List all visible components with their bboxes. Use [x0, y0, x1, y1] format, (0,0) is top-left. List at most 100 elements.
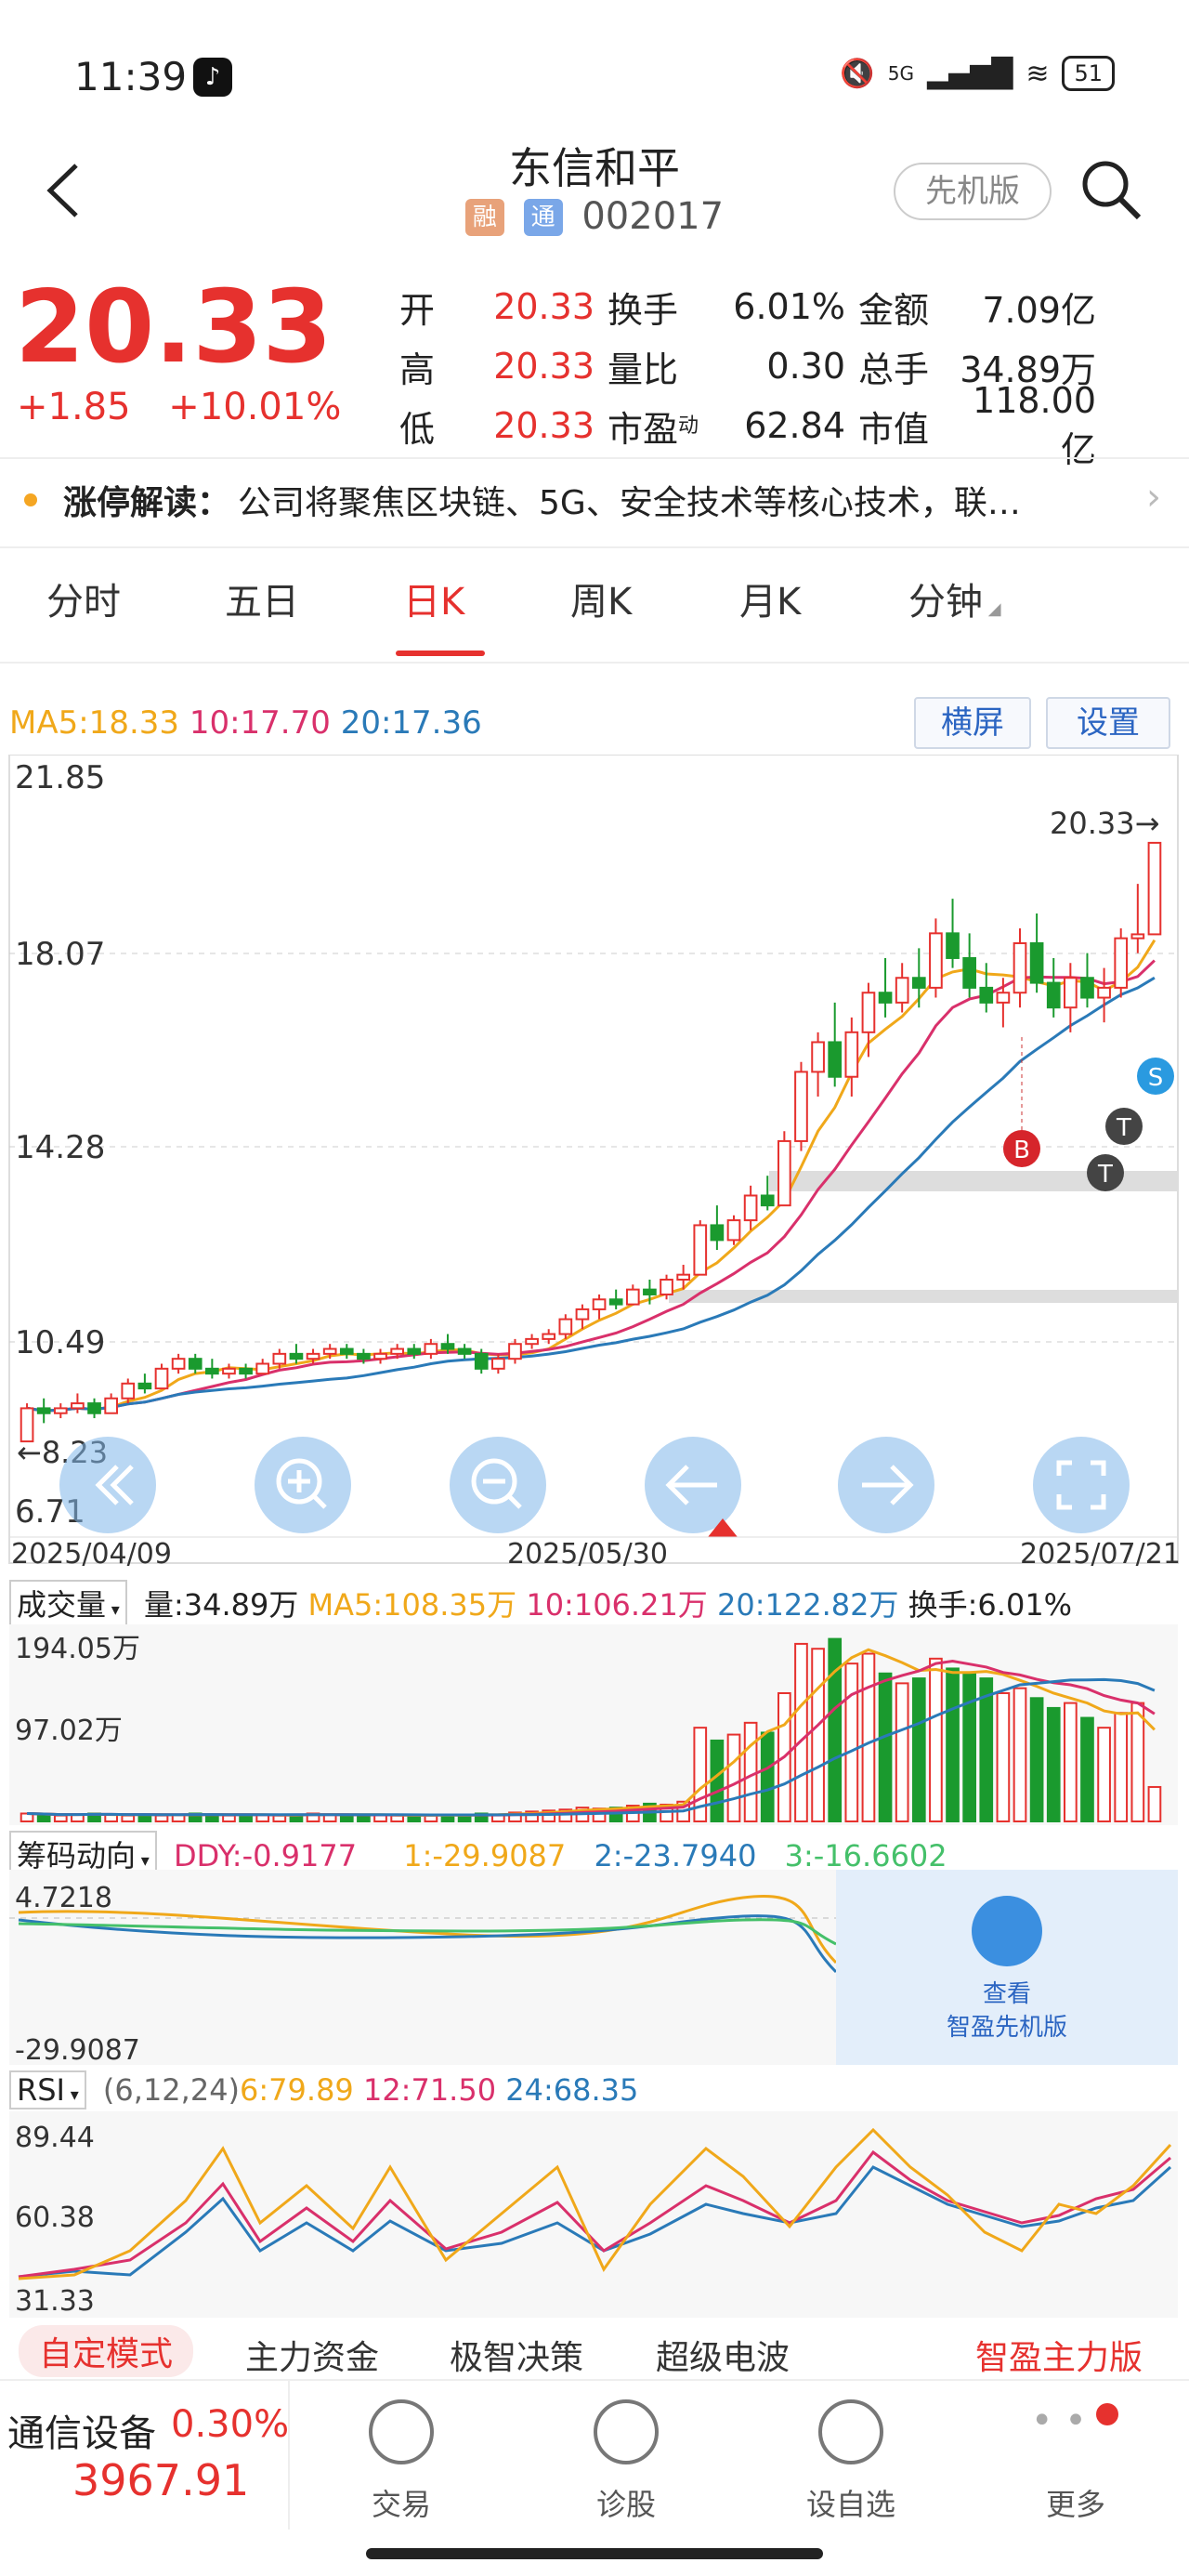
volume-bar: [760, 1731, 775, 1822]
tab-weekly-k[interactable]: 周K: [570, 581, 633, 624]
caret-icon: ◢: [983, 599, 1001, 619]
sell-signal-icon[interactable]: [1137, 1058, 1174, 1095]
tab-daily-k[interactable]: 日K: [403, 581, 465, 624]
tab-super-wave[interactable]: 超级电波: [656, 2339, 790, 2377]
pioneer-version-button[interactable]: 先机版: [894, 163, 1052, 220]
volume-bar: [929, 1657, 943, 1822]
candle: [289, 1352, 304, 1360]
limit-up-news[interactable]: 涨停解读： 公司将聚焦区块链、5G、安全技术等核心技术，联…: [24, 476, 1021, 524]
volume-bar: [861, 1652, 876, 1822]
dot-icon: [24, 493, 37, 506]
candle: [407, 1347, 422, 1355]
last-price-marker: 20.33→: [1050, 806, 1159, 841]
quote-label: 换手: [608, 289, 679, 331]
support-band: [769, 1171, 1178, 1191]
rsi-title: RSI: [17, 2072, 65, 2108]
volume-bar: [726, 1733, 741, 1822]
zoom-in-icon[interactable]: [255, 1437, 351, 1533]
candle: [1130, 933, 1145, 940]
arrow-right-icon: [890, 1465, 914, 1505]
volume-bar: [357, 1814, 371, 1823]
panel-line-1: 查看: [982, 1980, 1031, 2008]
tab-monthly-k[interactable]: 月K: [739, 581, 802, 624]
last-price-text: 20.33: [1050, 806, 1135, 841]
cursor-marker: [708, 1518, 738, 1537]
chart-controls: [59, 1437, 1130, 1533]
tab-intraday[interactable]: 分时: [46, 581, 121, 624]
candle: [861, 992, 876, 1033]
status-icons: 🔇 5G ▂▄▆█ ≋ 51: [840, 56, 1115, 91]
y-tick-label: 31.33: [15, 2285, 95, 2318]
magnifier-handle: [507, 1494, 522, 1509]
volume-bar: [508, 1811, 522, 1822]
nav-label: 设自选: [805, 2487, 895, 2522]
tab-smart-decision[interactable]: 极智决策: [450, 2339, 584, 2377]
mute-icon: 🔇: [840, 57, 875, 90]
quote-value: 7.09亿: [982, 289, 1096, 331]
candle: [643, 1288, 657, 1295]
search-icon[interactable]: [1078, 156, 1144, 223]
landscape-button[interactable]: 横屏: [914, 697, 1031, 749]
quote-label: 金额: [858, 289, 930, 331]
volume-bar: [1130, 1702, 1145, 1822]
tab-zhiying-main[interactable]: 智盈主力版: [975, 2339, 1143, 2377]
volume-bar: [844, 1663, 859, 1823]
buy-signal-icon[interactable]: [1003, 1130, 1040, 1167]
settings-button[interactable]: 设置: [1046, 697, 1170, 749]
home-indicator[interactable]: [366, 2548, 823, 2559]
volume-bar: [946, 1667, 960, 1823]
nav-watchlist[interactable]: 设自选: [777, 2399, 925, 2524]
y-tick-label: 10.49: [15, 1324, 105, 1361]
tab-minute[interactable]: 分钟 ◢: [908, 572, 1001, 625]
y-tick-label: 89.44: [15, 2122, 95, 2154]
signal-label: T: [1116, 1114, 1131, 1142]
tab-main-funds[interactable]: 主力资金: [245, 2339, 380, 2377]
x-tick-label: 2025/05/30: [507, 1538, 668, 1571]
sector-quote[interactable]: 通信设备 0.30% 3967.91: [0, 2381, 290, 2530]
chart-up-icon: [972, 1896, 1042, 1966]
candle: [154, 1367, 169, 1390]
t-signal-icon[interactable]: [1105, 1108, 1143, 1145]
chip-selector[interactable]: 筹码动向 ▾: [9, 1831, 157, 1877]
quote-value: 20.33: [493, 405, 594, 446]
rsi-selector[interactable]: RSI ▾: [9, 2070, 86, 2109]
network-label: 5G: [887, 62, 915, 85]
nav-diagnose[interactable]: 诊股: [552, 2399, 700, 2524]
volume-bar: [828, 1637, 843, 1823]
tab-custom-mode[interactable]: 自定模式: [19, 2325, 194, 2377]
zhiying-pioneer-panel[interactable]: 查看 智盈先机版: [836, 1870, 1178, 2065]
candle: [137, 1382, 152, 1390]
divider: [0, 662, 1189, 664]
quote-value: 62.84: [744, 405, 845, 446]
news-text: 公司将聚焦区块链、5G、安全技术等核心技术，联…: [238, 484, 1021, 522]
candle: [625, 1288, 640, 1306]
vol-value: 量:34.89万: [143, 1587, 299, 1623]
expand-icon: [1091, 1460, 1106, 1476]
quote-value: 34.89万: [960, 348, 1096, 390]
quote-value: 20.33: [493, 286, 594, 327]
x-tick-label: 2025/07/21: [1020, 1538, 1181, 1571]
nav-label: 更多: [1045, 2487, 1105, 2522]
chevron-right-icon[interactable]: ›: [1146, 476, 1161, 519]
nav-more[interactable]: • • • 更多: [1001, 2399, 1150, 2524]
back-icon[interactable]: [37, 158, 93, 223]
tab-five-day[interactable]: 五日: [225, 581, 299, 624]
volume-bar: [794, 1642, 808, 1823]
kline-chart[interactable]: 21.85 18.07 14.28 10.49 6.71 20.33→ ←8.2…: [0, 755, 1189, 1572]
candle: [508, 1343, 522, 1360]
candle: [1114, 937, 1129, 989]
zoom-out-icon[interactable]: [450, 1437, 546, 1533]
fullscreen-icon[interactable]: [1033, 1437, 1130, 1533]
t-signal-icon[interactable]: [1087, 1154, 1124, 1191]
rsi-24-line: [18, 2165, 1172, 2279]
expand-icon: [1091, 1494, 1106, 1510]
y-tick-label: 194.05万: [15, 1633, 140, 1665]
candle: [36, 1407, 51, 1414]
signal-label: S: [1148, 1064, 1164, 1092]
candle: [373, 1352, 387, 1360]
scroll-start-icon[interactable]: [59, 1437, 156, 1533]
candle: [357, 1352, 371, 1360]
nav-trade[interactable]: 交易: [327, 2399, 476, 2524]
volume-selector[interactable]: 成交量 ▾: [9, 1580, 127, 1626]
candle: [474, 1352, 489, 1370]
